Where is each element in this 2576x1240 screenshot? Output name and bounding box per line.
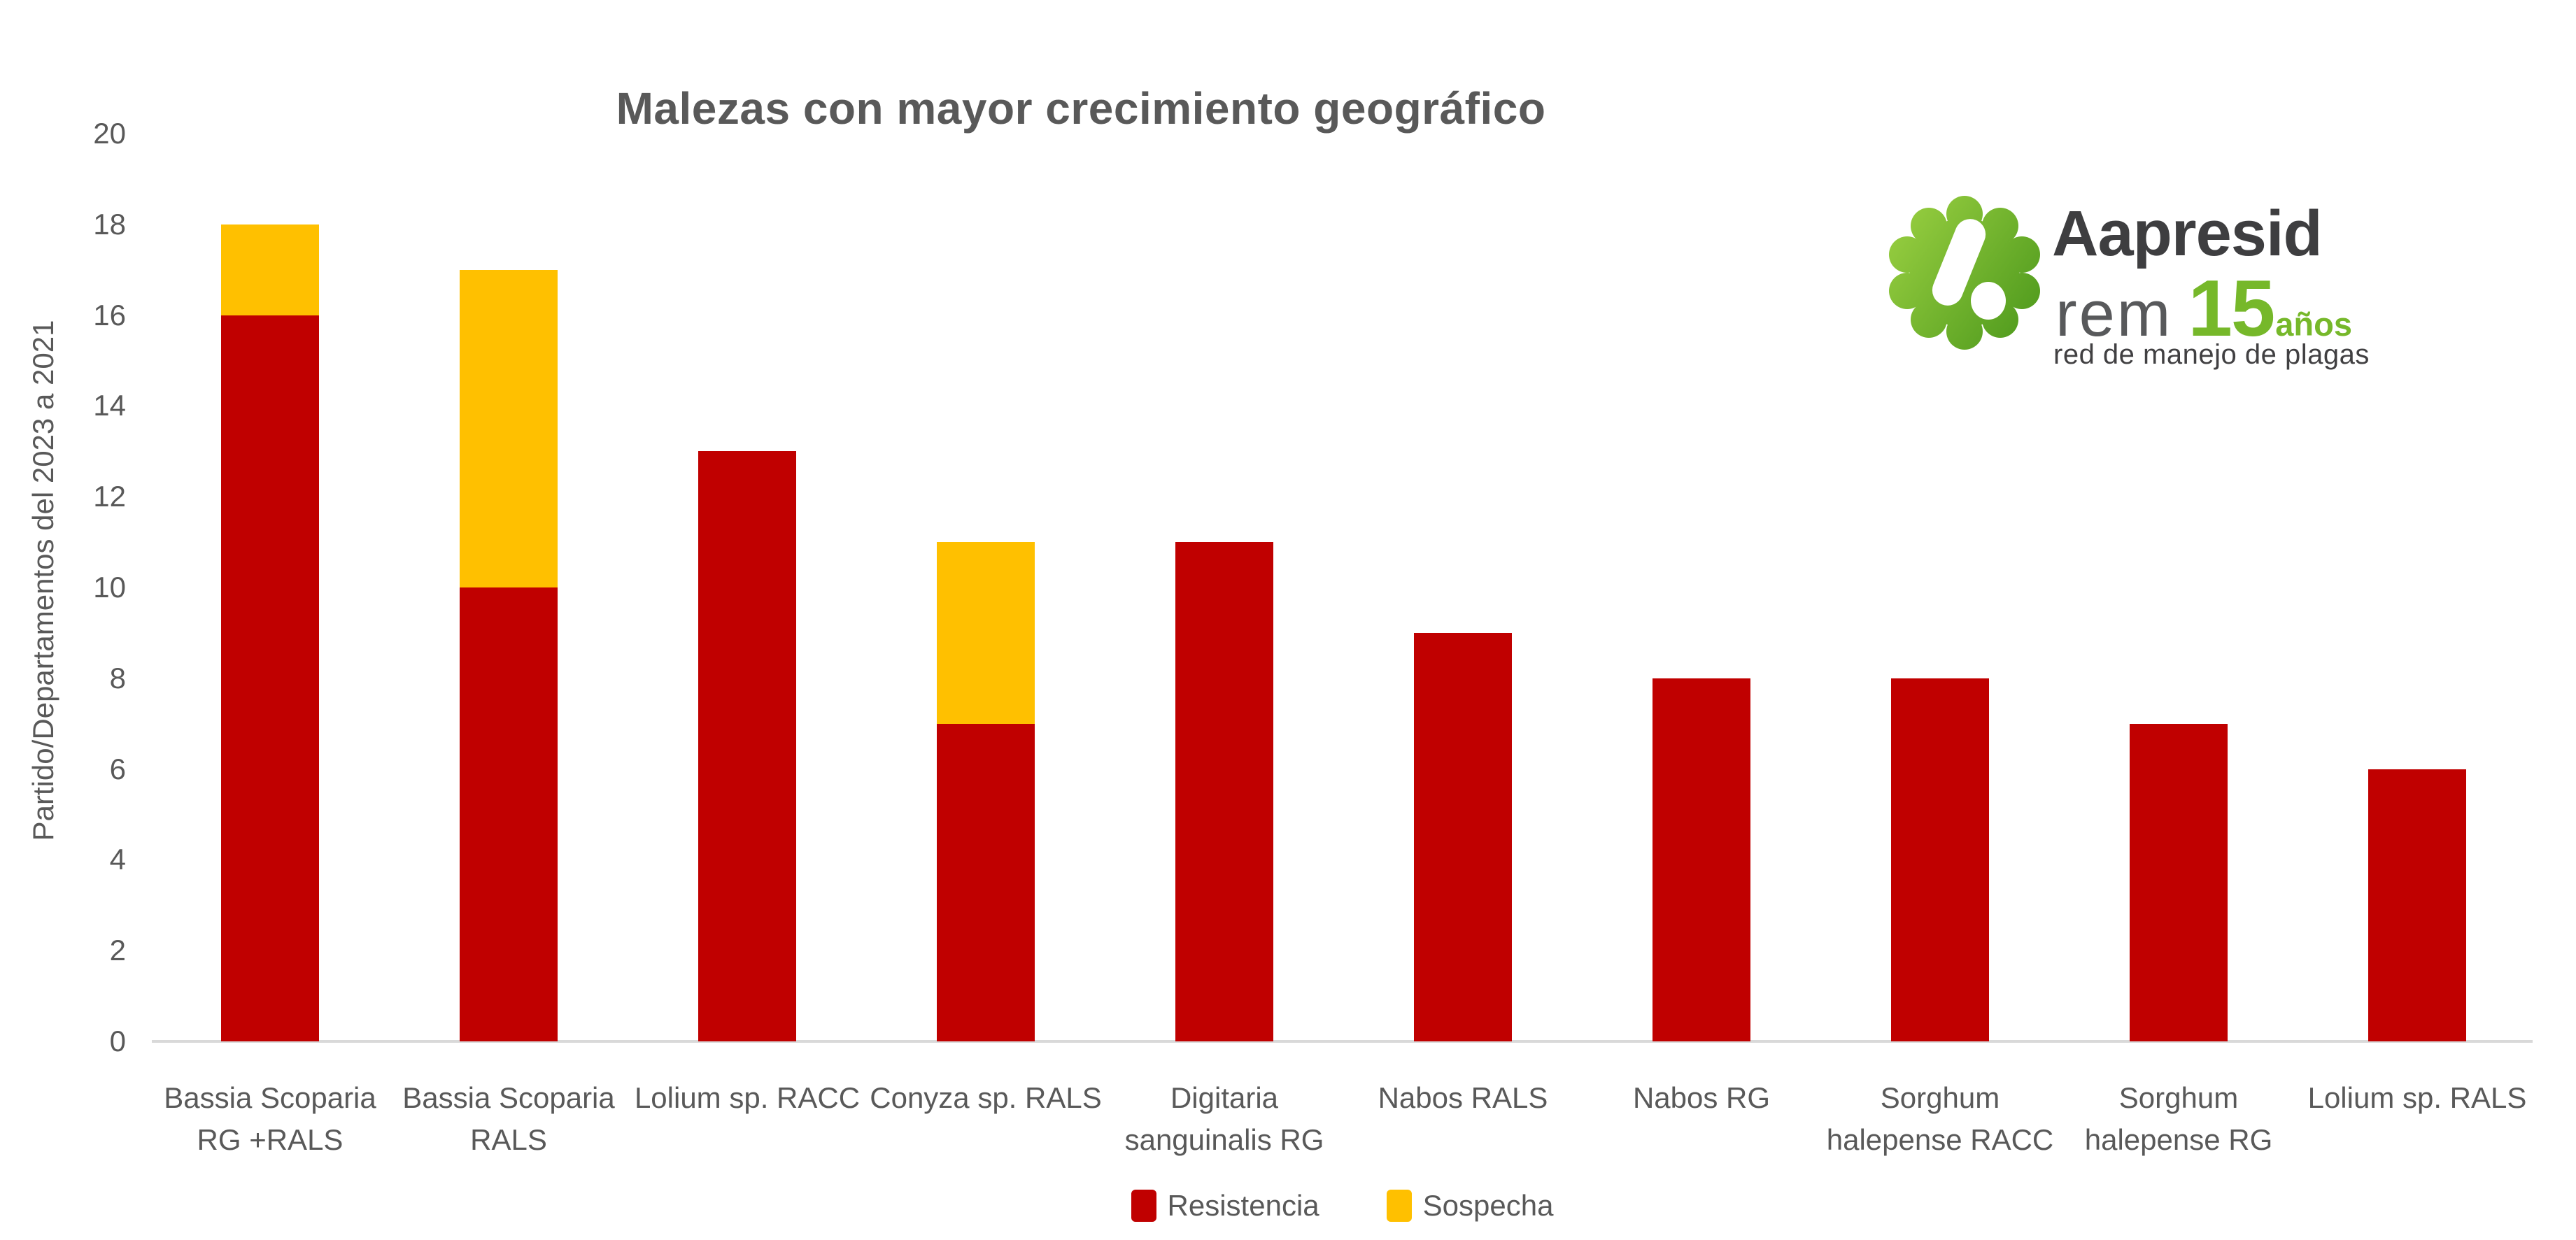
legend-swatch-resistencia-icon — [1131, 1190, 1156, 1222]
bar-segment-sospecha-3 — [937, 542, 1035, 724]
y-tick-label: 18 — [93, 207, 126, 241]
bar-segment-sospecha-1 — [460, 269, 558, 587]
logo-years-number: 15 — [2188, 264, 2275, 353]
bar-segment-resistencia-7 — [1891, 678, 1989, 1041]
bar-segment-sospecha-0 — [221, 224, 319, 315]
logo-years-word: años — [2275, 306, 2352, 343]
bar-segment-resistencia-1 — [460, 587, 558, 1041]
legend-label-sospecha: Sospecha — [1422, 1189, 1554, 1222]
y-tick-label: 2 — [109, 934, 126, 967]
x-axis-line — [152, 1040, 2533, 1043]
bar-segment-resistencia-2 — [698, 451, 796, 1041]
y-tick-label: 0 — [109, 1025, 126, 1057]
bar-segment-resistencia-0 — [221, 315, 319, 1041]
logo-tagline: red de manejo de plagas — [2053, 339, 2370, 370]
x-axis-label: Conyza sp. RALS — [870, 1081, 1102, 1114]
y-tick-label: 12 — [93, 480, 126, 513]
x-axis-label: Lolium sp. RACC — [634, 1081, 861, 1114]
y-tick-label: 8 — [109, 661, 126, 694]
x-axis-label: Sorghum halepense RG — [2084, 1081, 2273, 1156]
y-tick-label: 6 — [109, 752, 126, 785]
y-tick-label: 10 — [93, 571, 126, 604]
y-tick-label: 14 — [93, 389, 126, 422]
x-axis-label: Nabos RG — [1632, 1081, 1771, 1114]
bar-segment-resistencia-8 — [2130, 723, 2228, 1041]
bar-segment-resistencia-4 — [1175, 542, 1273, 1041]
x-axis-label: Lolium sp. RALS — [2307, 1081, 2527, 1114]
legend-item-sospecha: Sospecha — [1386, 1189, 1554, 1223]
aapresid-badge-icon — [1889, 196, 2040, 350]
bar-segment-resistencia-9 — [2368, 769, 2466, 1041]
legend-swatch-sospecha-icon — [1386, 1190, 1412, 1222]
chart-title: Malezas con mayor crecimiento geográfico — [616, 83, 1546, 134]
x-axis-label: Bassia Scoparia RG +RALS — [164, 1081, 376, 1156]
bar-segment-resistencia-3 — [937, 723, 1035, 1041]
aapresid-logo: Aapresid rem 15 años red de manejo de pl… — [1882, 196, 2379, 448]
logo-rem-row: rem 15 años — [2055, 263, 2352, 355]
x-axis-label: Bassia Scoparia RALS — [402, 1081, 615, 1156]
legend-label-resistencia: Resistencia — [1167, 1189, 1319, 1222]
y-tick-label: 16 — [93, 298, 126, 332]
logo-rem-text: rem — [2055, 278, 2173, 350]
y-tick-label: 4 — [109, 843, 126, 876]
legend: Resistencia Sospecha — [152, 1189, 2533, 1223]
bar-segment-resistencia-5 — [1414, 632, 1512, 1041]
legend-item-resistencia: Resistencia — [1131, 1189, 1319, 1223]
x-axis-label: Sorghum halepense RACC — [1826, 1081, 2054, 1156]
logo-brand-text: Aapresid — [2052, 198, 2323, 269]
bar-segment-resistencia-6 — [1653, 678, 1750, 1041]
x-axis-label: Digitaria sanguinalis RG — [1124, 1081, 1324, 1156]
x-axis-label: Nabos RALS — [1378, 1081, 1548, 1114]
y-tick-label: 20 — [93, 117, 126, 150]
